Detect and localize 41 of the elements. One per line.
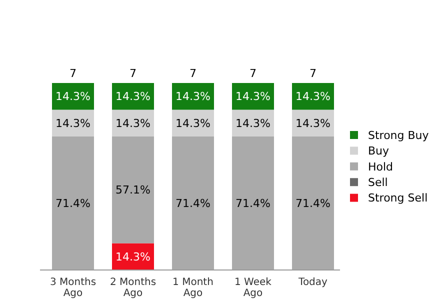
legend-label: Hold: [368, 160, 394, 174]
bar: [52, 110, 94, 136]
x-tick-label: 1 Week Ago: [234, 277, 272, 299]
annotation: 7: [310, 67, 316, 80]
data-label: 14.3%: [176, 90, 210, 104]
data-label: 71.4%: [296, 197, 330, 210]
data-label: 14.3%: [236, 90, 270, 104]
legend-label: Sell: [368, 176, 388, 189]
data-label: 71.4%: [176, 197, 210, 210]
x-tick-label: 2 Months Ago: [110, 277, 156, 299]
bar: [112, 110, 154, 136]
bar: [232, 136, 274, 270]
x-tick-label: 3 Months Ago: [50, 277, 96, 299]
bar: [172, 136, 214, 270]
annotation: 7: [190, 67, 196, 80]
data-label: 14.3%: [176, 116, 210, 130]
data-label: 14.3%: [296, 90, 330, 104]
legend-label: Strong Buy: [368, 128, 430, 142]
data-label: 14.3%: [296, 116, 330, 130]
data-label: 14.3%: [116, 250, 150, 264]
data-label: 14.3%: [116, 90, 150, 104]
data-label: 14.3%: [56, 90, 90, 104]
legend-label: Strong Sell: [368, 192, 428, 205]
annotation: 7: [130, 67, 136, 80]
bar: [172, 110, 214, 136]
x-tick-label: 1 Month Ago: [172, 277, 214, 299]
data-label: 57.1%: [116, 184, 150, 197]
data-label: 14.3%: [236, 116, 270, 130]
x-tick-label: Today: [298, 277, 328, 288]
bar: [292, 136, 334, 270]
data-label: 14.3%: [56, 116, 90, 130]
annotation: 7: [250, 67, 256, 80]
legend-label: Buy: [368, 144, 390, 158]
bar: [52, 136, 94, 270]
bar: [292, 110, 334, 136]
data-label: 71.4%: [56, 197, 90, 210]
data-label: 71.4%: [236, 197, 270, 210]
bar: [232, 110, 274, 136]
bar: [112, 136, 154, 244]
data-label: 14.3%: [116, 116, 150, 130]
annotation: 7: [70, 67, 76, 80]
